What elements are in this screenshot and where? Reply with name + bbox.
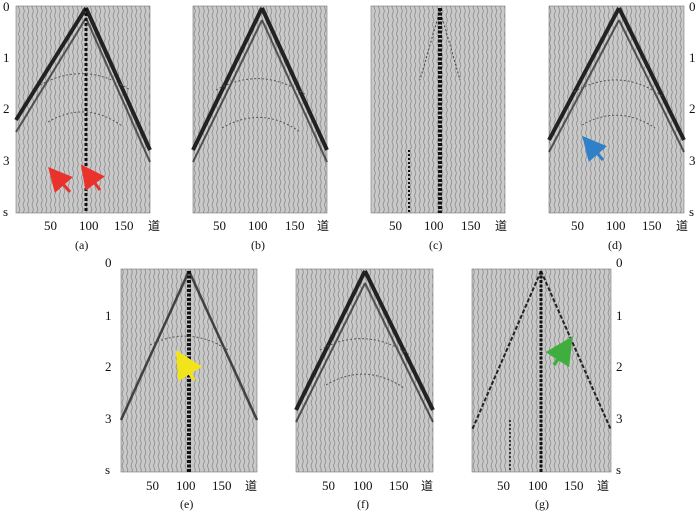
panel-f-x-unit: 道 — [421, 479, 433, 493]
panel-c-x-tick-100: 100 — [424, 218, 444, 233]
panel-g: 0 1 2 3 s 50 100 150 道 (g) — [471, 255, 623, 511]
panel-e-x-tick-50: 50 — [146, 478, 159, 493]
panel-e-direct-wave — [119, 270, 259, 421]
panel-a-arrow-2 — [80, 164, 105, 191]
panel-a-arrow-1 — [48, 166, 73, 193]
panel-b-x-tick-100: 100 — [248, 218, 268, 233]
panel-d-x-tick-150: 150 — [642, 218, 662, 233]
panel-d: 0 1 2 3 s 50 100 150 道 (d) — [547, 0, 696, 252]
panel-a-caption: (a) — [75, 238, 88, 252]
panel-d-x-tick-100: 100 — [606, 218, 626, 233]
panel-d-y-tick-1: 1 — [689, 50, 696, 65]
panel-g-y-tick-1: 1 — [616, 308, 623, 323]
panel-e-arrow — [175, 350, 203, 382]
panel-b-x-tick-50: 50 — [213, 218, 226, 233]
panel-e-x-tick-150: 150 — [212, 478, 232, 493]
panel-d-y-tick-2: 2 — [689, 101, 696, 116]
panel-g-caption: (g) — [535, 497, 549, 511]
panel-d-y-unit: s — [689, 204, 694, 219]
panel-a-y-tick-0: 0 — [3, 0, 10, 14]
panel-a: 0 1 2 3 s 50 100 150 道 (a) — [3, 0, 160, 252]
panel-d-direct-wave — [547, 7, 686, 141]
panel-a-x-tick-100: 100 — [79, 218, 99, 233]
panel-e-x-tick-100: 100 — [176, 478, 196, 493]
panel-d-arrow — [582, 135, 607, 162]
panel-f-caption: (f) — [357, 497, 369, 511]
panel-a-x-tick-150: 150 — [114, 218, 134, 233]
panel-e-y-tick-1: 1 — [105, 308, 112, 323]
panel-f-x-tick-100: 100 — [353, 478, 373, 493]
panel-b-x-tick-150: 150 — [285, 218, 305, 233]
panel-e-y-tick-3: 3 — [105, 411, 112, 426]
panel-f-x-tick-150: 150 — [389, 478, 409, 493]
panel-f: 50 100 150 道 (f) — [294, 268, 435, 511]
panel-e: 0 1 2 3 s 50 100 150 道 (e) — [105, 255, 259, 511]
panel-d-caption: (d) — [608, 238, 622, 252]
panel-f-direct-wave — [294, 270, 435, 411]
panel-d-y-tick-0: 0 — [689, 0, 696, 14]
panel-c-x-tick-50: 50 — [389, 218, 402, 233]
panel-a-y-tick-2: 2 — [3, 101, 10, 116]
panel-a-x-unit: 道 — [148, 219, 160, 233]
panel-b-x-unit: 道 — [317, 219, 329, 233]
panel-f-x-tick-50: 50 — [322, 478, 335, 493]
panel-c: 50 100 150 道 (c) — [370, 5, 507, 252]
panel-e-y-unit: s — [105, 462, 110, 477]
panel-g-y-tick-0: 0 — [616, 255, 623, 270]
panel-b-direct-wave — [191, 7, 329, 151]
panel-c-caption: (c) — [429, 238, 442, 252]
panel-e-y-tick-0: 0 — [105, 255, 112, 270]
panel-d-y-tick-3: 3 — [689, 153, 696, 168]
panel-e-caption: (e) — [180, 497, 193, 511]
panel-g-direct-wave — [471, 270, 612, 431]
panel-a-y-tick-1: 1 — [3, 50, 10, 65]
panel-g-x-tick-100: 100 — [528, 478, 548, 493]
panel-g-arrow — [545, 336, 573, 368]
panel-c-x-unit: 道 — [495, 219, 507, 233]
panel-a-x-tick-50: 50 — [44, 218, 57, 233]
panel-e-x-unit: 道 — [245, 479, 257, 493]
panel-b: 50 100 150 道 (b) — [191, 5, 329, 252]
panel-a-y-unit: s — [3, 204, 8, 219]
panel-g-y-unit: s — [616, 462, 621, 477]
panel-g-x-tick-150: 150 — [564, 478, 584, 493]
panel-a-y-tick-3: 3 — [3, 153, 10, 168]
panel-d-x-tick-50: 50 — [571, 218, 584, 233]
panel-g-x-tick-50: 50 — [497, 478, 510, 493]
panel-b-caption: (b) — [251, 238, 265, 252]
panel-e-y-tick-2: 2 — [105, 359, 112, 374]
panel-f-section — [295, 268, 434, 473]
panel-g-y-tick-2: 2 — [616, 359, 623, 374]
panel-c-x-tick-150: 150 — [461, 218, 481, 233]
panel-g-x-unit: 道 — [597, 479, 609, 493]
panel-d-x-unit: 道 — [676, 219, 688, 233]
panel-g-y-tick-3: 3 — [616, 411, 623, 426]
panel-b-section — [192, 5, 328, 214]
panel-a-direct-wave — [14, 6, 152, 151]
